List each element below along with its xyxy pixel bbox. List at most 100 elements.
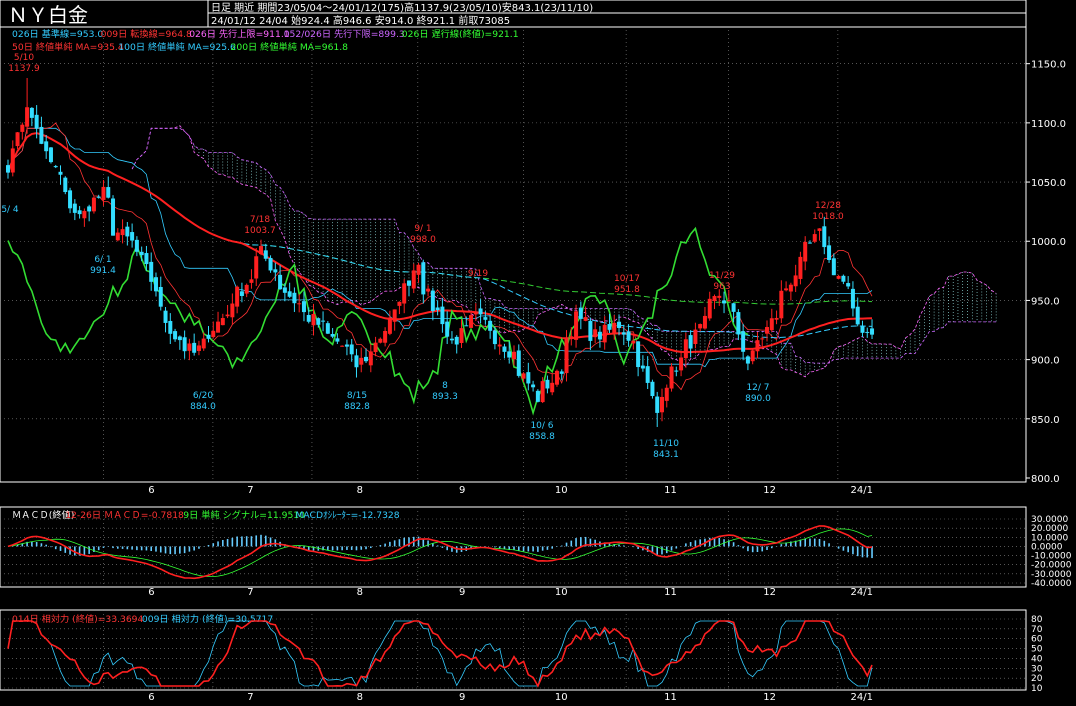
macd-legend: ＭＡＣＤ(終値)12-26日 ＭＡＣＤ=-0.7818 9日 単純 シグナル=11… bbox=[12, 509, 400, 521]
candle-body bbox=[87, 206, 92, 212]
candle-body bbox=[564, 338, 569, 374]
legend-entry: 50日 終値単純 MA=935.4 bbox=[12, 41, 124, 53]
macd-month-label: 7 bbox=[247, 587, 253, 598]
candle-body bbox=[115, 232, 120, 241]
price-month-label: 6 bbox=[148, 485, 154, 496]
price-tick-label: 800.0 bbox=[1031, 474, 1060, 485]
candle-body bbox=[53, 166, 58, 168]
price-tick-label: 950.0 bbox=[1031, 296, 1060, 307]
candle-body bbox=[679, 357, 684, 371]
candle-body bbox=[745, 356, 750, 364]
macd-month-label: 12 bbox=[763, 587, 776, 598]
price-tick-label: 1150.0 bbox=[1031, 60, 1066, 71]
candle-body bbox=[426, 288, 431, 292]
price-month-label: 9 bbox=[459, 485, 465, 496]
macd-tick-label: -20.0000 bbox=[1031, 561, 1072, 571]
candle-body bbox=[402, 283, 407, 304]
candle-body bbox=[669, 366, 674, 389]
candle-body bbox=[841, 275, 846, 282]
legend-entry: 100日 終値単純 MA=925.6 bbox=[118, 41, 236, 53]
candle-body bbox=[502, 346, 507, 352]
candle-body bbox=[492, 330, 497, 345]
candle-body bbox=[798, 256, 803, 279]
candle-body bbox=[163, 310, 168, 323]
candle-body bbox=[702, 315, 707, 329]
rsi-tick-label: 20 bbox=[1031, 674, 1043, 684]
candle-body bbox=[683, 339, 688, 359]
annotation-date: 8 bbox=[442, 381, 448, 391]
lagging-line bbox=[7, 226, 749, 416]
annotation-date: 12/28 bbox=[815, 201, 841, 211]
candle-body bbox=[607, 324, 612, 330]
candle-body bbox=[359, 357, 364, 365]
candle-body bbox=[216, 321, 221, 333]
candle-body bbox=[717, 295, 722, 298]
price-month-label: 24/1 bbox=[851, 485, 873, 496]
annotation-date: 11/29 bbox=[709, 271, 735, 281]
candle-body bbox=[545, 379, 550, 389]
annotation-date: 7/18 bbox=[250, 215, 270, 225]
candle-body bbox=[430, 290, 435, 311]
candle-body bbox=[855, 306, 860, 325]
annotation-date: 10/ 6 bbox=[530, 421, 553, 431]
candle-body bbox=[411, 270, 416, 289]
candle-body bbox=[297, 303, 302, 305]
candle-body bbox=[111, 198, 116, 236]
candle-body bbox=[617, 321, 622, 328]
candle-body bbox=[72, 203, 77, 213]
macd-tick-label: -40.0000 bbox=[1031, 579, 1072, 589]
candle-body bbox=[540, 381, 545, 403]
price-tick-label: 1050.0 bbox=[1031, 178, 1066, 189]
candle-body bbox=[392, 309, 397, 322]
candle-body bbox=[244, 284, 249, 294]
candle-body bbox=[621, 332, 626, 335]
candle-body bbox=[235, 286, 240, 307]
candle-body bbox=[101, 186, 106, 200]
annotation-value: 1003.7 bbox=[244, 226, 276, 236]
price-x-axis: 6 7 8 9 10 11 12 24/1 bbox=[148, 485, 873, 496]
candle-body bbox=[712, 296, 717, 301]
candle-body bbox=[698, 324, 703, 329]
candle-body bbox=[755, 340, 760, 352]
candle-body bbox=[741, 331, 746, 352]
candle-body bbox=[435, 307, 440, 311]
annotation-value: 884.0 bbox=[190, 402, 216, 412]
rsi-tick-label: 70 bbox=[1031, 625, 1043, 635]
macd-month-label: 24/1 bbox=[851, 587, 873, 598]
candle-body bbox=[182, 337, 187, 352]
candle-body bbox=[731, 303, 736, 312]
annotation-value: 890.0 bbox=[745, 394, 771, 404]
candle-body bbox=[397, 301, 402, 306]
candle-body bbox=[48, 147, 53, 163]
macd-month-label: 11 bbox=[664, 587, 677, 598]
header-line1: 日足 期近 期間23/05/04～24/01/12(175)高1137.9(23… bbox=[211, 1, 593, 14]
tenkan-line bbox=[7, 122, 873, 391]
candle-body bbox=[354, 355, 359, 368]
candle-body bbox=[597, 331, 602, 340]
annotation-value: 858.8 bbox=[529, 432, 555, 442]
candle-body bbox=[311, 313, 316, 326]
rsi-tick-label: 10 bbox=[1031, 684, 1043, 694]
macd-tick-label: 0.0000 bbox=[1031, 542, 1063, 552]
candle-body bbox=[550, 382, 555, 393]
candle-body bbox=[488, 320, 493, 331]
rsi-tick-label: 50 bbox=[1031, 645, 1043, 655]
candle-body bbox=[39, 126, 44, 144]
candle-body bbox=[306, 315, 311, 322]
candle-body bbox=[583, 317, 588, 321]
candle-body bbox=[58, 171, 63, 175]
candle-body bbox=[77, 210, 82, 215]
annotation-date: 6/ 1 bbox=[94, 255, 111, 265]
candle-body bbox=[726, 300, 731, 302]
candle-body bbox=[340, 345, 345, 347]
rsi-panel bbox=[0, 609, 1027, 691]
candle-body bbox=[807, 242, 812, 244]
macd-tick-label: 30.0000 bbox=[1031, 515, 1068, 525]
annotation-value: 951.8 bbox=[614, 285, 640, 295]
candle-body bbox=[469, 315, 474, 328]
candle-body bbox=[688, 335, 693, 349]
header-line2: 24/01/12 24/04 始924.4 高946.6 安914.0 終921… bbox=[211, 14, 510, 27]
candle-body bbox=[483, 317, 488, 320]
macd-tick-label: -10.0000 bbox=[1031, 552, 1072, 562]
